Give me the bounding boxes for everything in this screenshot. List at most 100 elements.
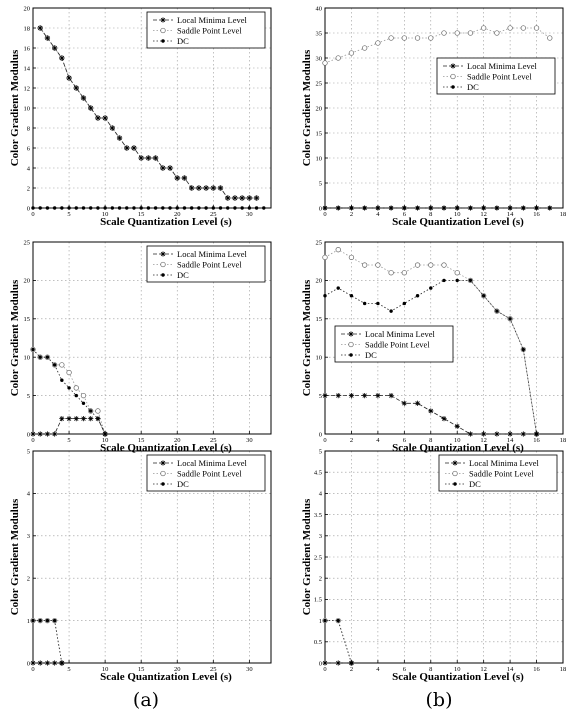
legend-label: Local Minima Level bbox=[177, 458, 248, 468]
plot-frame bbox=[32, 450, 272, 664]
data-point bbox=[52, 618, 57, 623]
data-point bbox=[323, 618, 327, 623]
data-point bbox=[322, 254, 328, 261]
data-point bbox=[95, 408, 101, 414]
x-tick-label: 10 bbox=[454, 666, 461, 673]
x-tick-label: 14 bbox=[507, 211, 514, 218]
data-point bbox=[533, 431, 540, 437]
y-tick-label: 3 bbox=[27, 533, 30, 540]
data-point bbox=[414, 35, 421, 41]
panel-label-b: (b) bbox=[426, 689, 453, 711]
legend-label: Saddle Point Level bbox=[177, 469, 242, 479]
data-point bbox=[44, 35, 51, 41]
data-point bbox=[45, 355, 50, 359]
data-point bbox=[247, 206, 252, 210]
data-point bbox=[414, 205, 421, 211]
legend-label: DC bbox=[177, 270, 189, 280]
data-point bbox=[441, 30, 447, 36]
y-axis-label: Color Gradient Modulus bbox=[301, 498, 313, 615]
data-point bbox=[468, 278, 473, 283]
series-line-dc bbox=[325, 620, 352, 664]
y-axis-label: Color Gradient Modulus bbox=[301, 49, 313, 166]
y-tick-label: 20 bbox=[24, 5, 31, 12]
x-tick-label: 10 bbox=[454, 211, 461, 218]
data-point bbox=[494, 30, 500, 36]
data-point bbox=[239, 195, 245, 201]
y-tick-label: 16 bbox=[24, 45, 31, 52]
data-point bbox=[160, 165, 166, 171]
x-tick-label: 15 bbox=[138, 666, 145, 673]
x-tick-label: 15 bbox=[138, 211, 145, 218]
legend-label: Local Minima Level bbox=[365, 329, 436, 339]
data-point bbox=[52, 45, 58, 51]
y-tick-label: 10 bbox=[316, 155, 323, 162]
data-point bbox=[52, 206, 57, 210]
data-point bbox=[211, 206, 216, 210]
y-tick-label: 5 bbox=[319, 393, 322, 400]
y-tick-label: 6 bbox=[27, 145, 31, 152]
x-axis-label: Scale Quantization Level (s) bbox=[100, 216, 232, 228]
x-tick-label: 4 bbox=[376, 211, 380, 218]
data-point bbox=[428, 35, 434, 41]
legend-marker bbox=[450, 73, 456, 80]
x-tick-label: 16 bbox=[533, 666, 540, 673]
y-tick-label: 15 bbox=[316, 130, 323, 137]
data-point bbox=[375, 393, 381, 399]
data-point bbox=[52, 431, 58, 437]
legend-marker bbox=[161, 273, 165, 277]
data-point bbox=[74, 206, 78, 210]
plot-frame bbox=[324, 241, 564, 435]
data-point bbox=[455, 278, 459, 283]
data-point bbox=[59, 660, 65, 666]
data-point bbox=[74, 393, 78, 398]
data-point bbox=[88, 105, 94, 111]
data-point bbox=[103, 206, 107, 210]
data-point bbox=[240, 206, 244, 210]
data-point bbox=[547, 205, 553, 211]
x-tick-label: 14 bbox=[507, 666, 514, 673]
data-point bbox=[401, 35, 407, 41]
y-tick-label: 0 bbox=[27, 205, 30, 212]
x-tick-label: 5 bbox=[67, 666, 70, 673]
legend-marker bbox=[450, 63, 456, 69]
x-tick-label: 20 bbox=[174, 666, 181, 673]
y-tick-label: 1 bbox=[27, 618, 30, 625]
data-point bbox=[348, 254, 355, 261]
x-axis-label: Scale Quantization Level (s) bbox=[392, 442, 524, 454]
legend-box bbox=[146, 11, 266, 49]
x-tick-label: 25 bbox=[210, 211, 217, 218]
data-point bbox=[454, 270, 460, 276]
data-point bbox=[467, 431, 474, 437]
data-point bbox=[520, 25, 526, 31]
x-tick-label: 14 bbox=[507, 437, 514, 444]
data-point bbox=[246, 195, 252, 201]
data-point bbox=[362, 262, 368, 268]
y-tick-label: 4.5 bbox=[314, 470, 322, 477]
data-point bbox=[233, 206, 237, 210]
data-point bbox=[388, 393, 394, 399]
legend-marker bbox=[349, 353, 353, 357]
x-tick-label: 12 bbox=[480, 437, 487, 444]
y-axis-label: Color Gradient Modulus bbox=[9, 49, 21, 166]
data-point bbox=[117, 206, 122, 210]
legend-marker bbox=[348, 331, 354, 337]
data-point bbox=[52, 660, 58, 666]
x-tick-label: 15 bbox=[138, 437, 145, 444]
legend-label: DC bbox=[469, 479, 481, 489]
x-tick-label: 2 bbox=[350, 211, 353, 218]
data-point bbox=[232, 195, 238, 201]
legend-box bbox=[146, 454, 266, 492]
legend-marker bbox=[348, 341, 354, 348]
data-point bbox=[37, 25, 43, 31]
data-point bbox=[30, 660, 36, 666]
x-tick-label: 4 bbox=[376, 666, 380, 673]
data-point bbox=[254, 206, 259, 210]
data-point bbox=[196, 185, 202, 191]
legend-label: Local Minima Level bbox=[467, 61, 538, 71]
data-point bbox=[494, 205, 500, 211]
data-point bbox=[467, 30, 474, 36]
data-point bbox=[322, 660, 328, 666]
data-point bbox=[428, 262, 434, 268]
